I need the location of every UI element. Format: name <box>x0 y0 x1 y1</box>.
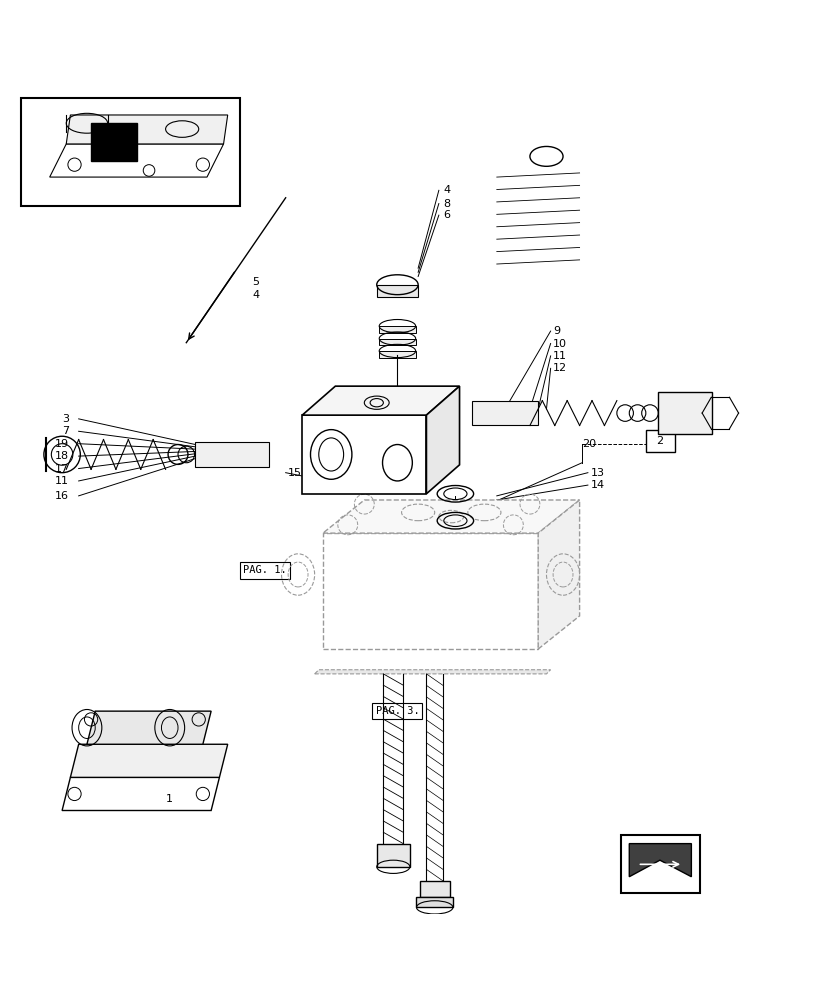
Text: 19: 19 <box>55 439 69 449</box>
Polygon shape <box>302 386 459 415</box>
Text: PAG. 1.: PAG. 1. <box>243 565 286 575</box>
Bar <box>620 835 699 893</box>
Polygon shape <box>323 500 579 533</box>
Polygon shape <box>538 500 579 649</box>
Bar <box>376 285 418 297</box>
Text: 14: 14 <box>590 480 604 490</box>
Text: 2: 2 <box>656 436 662 446</box>
Text: 6: 6 <box>442 210 449 220</box>
Bar <box>645 430 674 452</box>
Polygon shape <box>629 844 691 877</box>
Polygon shape <box>70 744 227 777</box>
Text: 1: 1 <box>166 794 173 804</box>
Text: PAG. 3.: PAG. 3. <box>375 706 418 716</box>
Polygon shape <box>87 711 211 744</box>
Polygon shape <box>50 144 223 177</box>
Text: 8: 8 <box>442 199 450 209</box>
Polygon shape <box>426 386 459 494</box>
Polygon shape <box>194 442 269 467</box>
Text: 15: 15 <box>288 468 302 478</box>
Polygon shape <box>62 777 219 810</box>
Text: 3: 3 <box>62 414 69 424</box>
Text: 13: 13 <box>590 468 604 478</box>
Text: 20: 20 <box>581 439 595 449</box>
Bar <box>657 392 711 434</box>
Bar <box>379 351 415 358</box>
Bar <box>376 844 409 867</box>
Bar <box>379 339 415 345</box>
Polygon shape <box>302 415 426 494</box>
Text: 11: 11 <box>552 351 566 361</box>
Text: 7: 7 <box>61 426 69 436</box>
Text: 9: 9 <box>552 326 560 336</box>
Polygon shape <box>314 670 550 674</box>
Text: 11: 11 <box>55 476 69 486</box>
Bar <box>21 98 240 206</box>
Bar <box>416 897 452 907</box>
Text: 17: 17 <box>55 464 69 474</box>
Bar <box>91 123 136 161</box>
Text: 16: 16 <box>55 491 69 501</box>
Text: 5: 5 <box>252 277 259 287</box>
Text: 12: 12 <box>552 363 566 373</box>
Text: 4: 4 <box>442 185 450 195</box>
Bar <box>157 790 182 808</box>
Text: 18: 18 <box>55 451 69 461</box>
Polygon shape <box>66 115 227 144</box>
Bar <box>419 881 449 897</box>
Polygon shape <box>323 533 538 649</box>
Text: 10: 10 <box>552 339 566 349</box>
Text: 4: 4 <box>252 290 260 300</box>
Bar <box>379 326 415 333</box>
Polygon shape <box>471 401 538 425</box>
